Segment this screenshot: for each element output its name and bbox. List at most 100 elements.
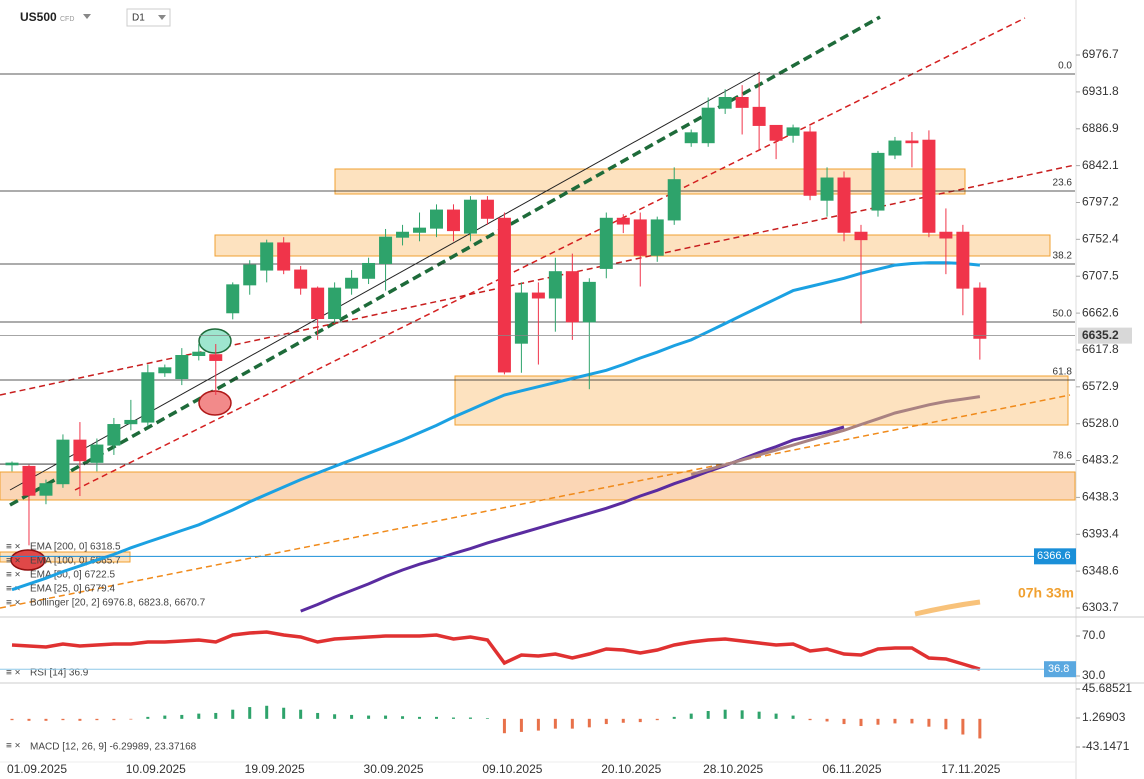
histogram-bar (621, 718, 625, 723)
histogram-bar (587, 718, 591, 728)
histogram-bar (502, 718, 506, 734)
histogram-bar (774, 713, 778, 719)
histogram-bar (672, 716, 676, 719)
histogram-bar (163, 715, 167, 719)
zone (334, 168, 966, 195)
histogram-bar (78, 718, 82, 721)
candle-body (633, 219, 647, 256)
legend-icons[interactable]: ≡ × (6, 542, 21, 553)
fib-label: 23.6 (1053, 178, 1073, 189)
y-tick-label: 6393.4 (1082, 526, 1119, 540)
histogram-bar (978, 718, 982, 739)
candle-body (888, 140, 902, 156)
candle-body (786, 127, 800, 136)
candle-body (446, 209, 460, 232)
y-tick-label: 6348.6 (1082, 563, 1119, 577)
histogram-bar (10, 718, 14, 721)
candle-body (463, 199, 477, 234)
y-tick-label: 45.68521 (1082, 681, 1132, 695)
candle-body (837, 177, 851, 233)
y-tick-label: 6797.2 (1082, 195, 1119, 209)
dropdown-arrow[interactable] (158, 15, 166, 20)
trendline (9, 15, 881, 507)
candle-body (277, 242, 291, 271)
candle-body (480, 199, 494, 219)
histogram-bar (418, 716, 422, 719)
indicator-legend: ≡ × EMA [200, 0] 6318.5 ≡ × EMA [100, 0] 6… (6, 542, 206, 753)
fib-label: 0.0 (1058, 61, 1072, 72)
timeframe-box[interactable] (126, 8, 171, 27)
legend-icons[interactable]: ≡ × (6, 556, 21, 567)
indicator-line (300, 425, 845, 613)
candle-body (973, 287, 987, 339)
x-tick-label: 28.10.2025 (703, 762, 763, 776)
candle-body (769, 124, 783, 141)
y-tick-label: 6438.3 (1082, 490, 1119, 504)
y-tick-label: 6842.1 (1082, 158, 1119, 172)
y-tick-label: -43.1471 (1082, 739, 1130, 753)
candle-body (294, 269, 308, 289)
price-box (1078, 327, 1132, 344)
candle-body (565, 271, 579, 323)
candle-body (905, 140, 919, 144)
histogram-bar (536, 718, 540, 731)
histogram-bar (367, 715, 371, 719)
current-price: 6635.2 (1082, 328, 1119, 342)
y-tick-label: 6707.5 (1082, 268, 1119, 282)
x-tick-label: 09.10.2025 (482, 762, 542, 776)
histogram-bar (706, 711, 710, 719)
histogram-bar (740, 710, 744, 719)
histogram-bar (282, 707, 286, 719)
candle-body (718, 96, 732, 109)
histogram-bar (248, 707, 252, 719)
histogram-bar (485, 718, 489, 719)
candle-body (497, 217, 511, 373)
histogram-bar (146, 716, 150, 719)
histogram-bar (842, 718, 846, 725)
candle-body (73, 439, 87, 462)
timeframe[interactable]: D1 (132, 13, 145, 24)
candle-body (939, 231, 953, 239)
histogram-bar (299, 709, 303, 719)
candle-body (413, 227, 427, 233)
histogram-bar (112, 718, 116, 721)
histogram-bar (468, 717, 472, 719)
histogram-bar (825, 718, 829, 722)
x-tick-label: 30.09.2025 (364, 762, 424, 776)
legend-entry: Bollinger [20, 2] 6976.8, 6823.8, 6670.7 (30, 598, 206, 609)
candle-body (820, 177, 834, 201)
candle-body (650, 219, 664, 256)
dropdown-arrow[interactable] (83, 14, 91, 19)
candle-body (175, 355, 189, 380)
rsi-legend: RSI [14] 36.9 (30, 668, 89, 679)
legend-icons[interactable]: ≡ × (6, 598, 21, 609)
candle-body (379, 236, 393, 264)
histogram-bar (808, 718, 812, 721)
candle-body (226, 284, 240, 314)
symbol[interactable]: US500 (20, 10, 57, 24)
y-tick-label: 6303.7 (1082, 600, 1119, 614)
legend-icons[interactable]: ≡ × (6, 668, 21, 679)
y-tick-label: 6572.9 (1082, 379, 1119, 393)
histogram-bar (95, 718, 99, 721)
histogram-bar (61, 718, 65, 721)
y-tick-label: 6976.7 (1082, 47, 1119, 61)
histogram-bar (27, 718, 31, 721)
candle-body (735, 96, 749, 108)
candle-body (107, 424, 121, 446)
y-tick-label: 6886.9 (1082, 121, 1119, 135)
histogram-bar (655, 718, 659, 721)
candle-body (684, 132, 698, 144)
fib-label: 78.6 (1053, 451, 1073, 462)
legend-icons[interactable]: ≡ × (6, 570, 21, 581)
candle-body (922, 139, 936, 233)
legend-entry: EMA [100, 0] 6565.7 (30, 556, 121, 567)
zone (454, 375, 1069, 426)
trendline (74, 17, 1026, 491)
candle-body (430, 209, 443, 229)
legend-icons[interactable]: ≡ × (6, 741, 21, 752)
y-tick-label: 6752.4 (1082, 231, 1119, 245)
histogram-bar (265, 705, 269, 719)
candle-body (854, 231, 868, 241)
candle-body (701, 107, 715, 144)
